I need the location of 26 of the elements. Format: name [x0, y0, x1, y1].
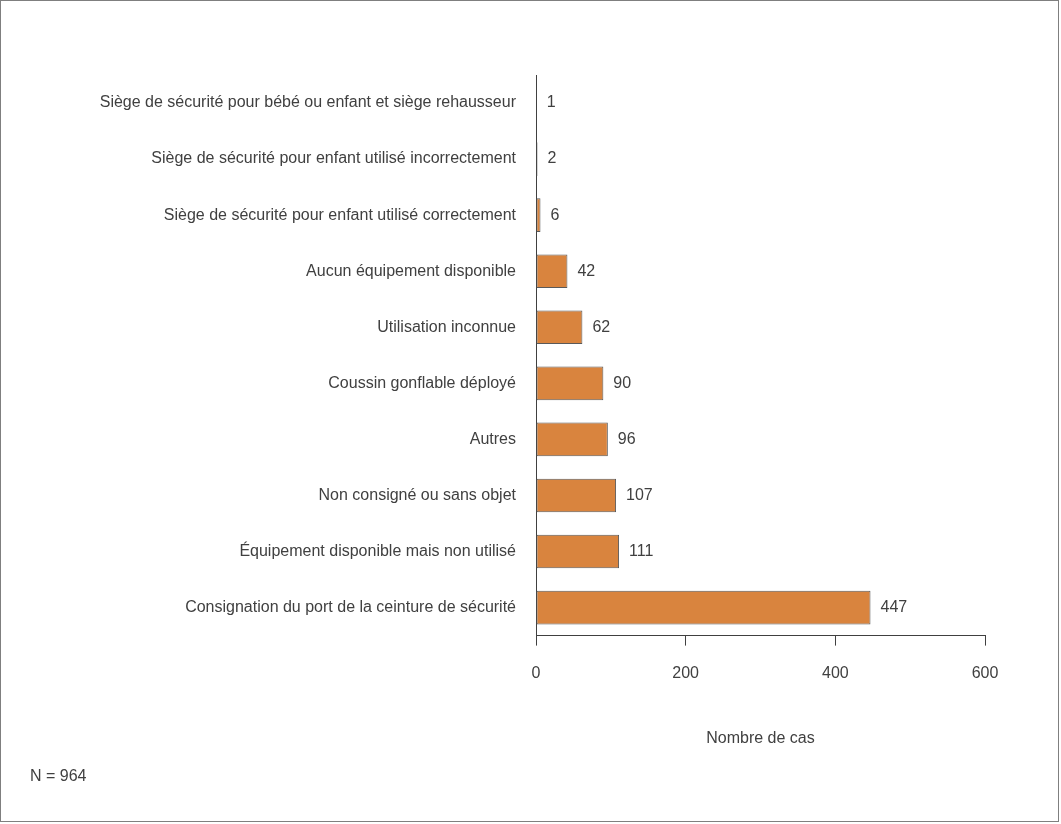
y-tick-label: Autres — [469, 429, 516, 447]
data-label: 90 — [613, 373, 632, 391]
data-label: 6 — [550, 205, 560, 223]
x-tick-label: 200 — [672, 663, 700, 681]
y-tick-label: Siège de sécurité pour enfant utilisé incorrectement — [151, 149, 517, 167]
data-label: 111 — [629, 541, 654, 559]
x-tick-label: 600 — [971, 663, 999, 681]
x-tick-label: 400 — [821, 663, 849, 681]
text: N = 964 — [30, 767, 87, 785]
data-label: 447 — [880, 597, 908, 615]
data-label: 2 — [547, 149, 557, 167]
y-tick-label: Équipement disponible mais non utilisé — [239, 540, 517, 559]
x-axis-title: Nombre de cas — [706, 728, 815, 746]
data-label: 62 — [592, 317, 611, 335]
y-tick-label: Consignation du port de la ceinture de sécurité — [185, 597, 517, 615]
data-label: 107 — [626, 485, 653, 503]
y-tick-label: Siège de sécurité pour enfant utilisé correctement — [163, 205, 517, 223]
data-label: 96 — [617, 429, 636, 447]
y-tick-label: Utilisation inconnue — [377, 317, 517, 335]
x-tick-label: 0 — [531, 663, 541, 681]
data-label: 1 — [546, 93, 556, 111]
y-tick-label: Siège de sécurité pour bébé ou enfant et siège rehausseur — [99, 93, 517, 111]
y-tick-label: Aucun équipement disponible — [306, 261, 517, 279]
data-label: 42 — [577, 261, 596, 279]
y-tick-label: Coussin gonflable déployé — [328, 373, 517, 391]
y-tick-label: Non consigné ou sans objet — [318, 485, 517, 503]
